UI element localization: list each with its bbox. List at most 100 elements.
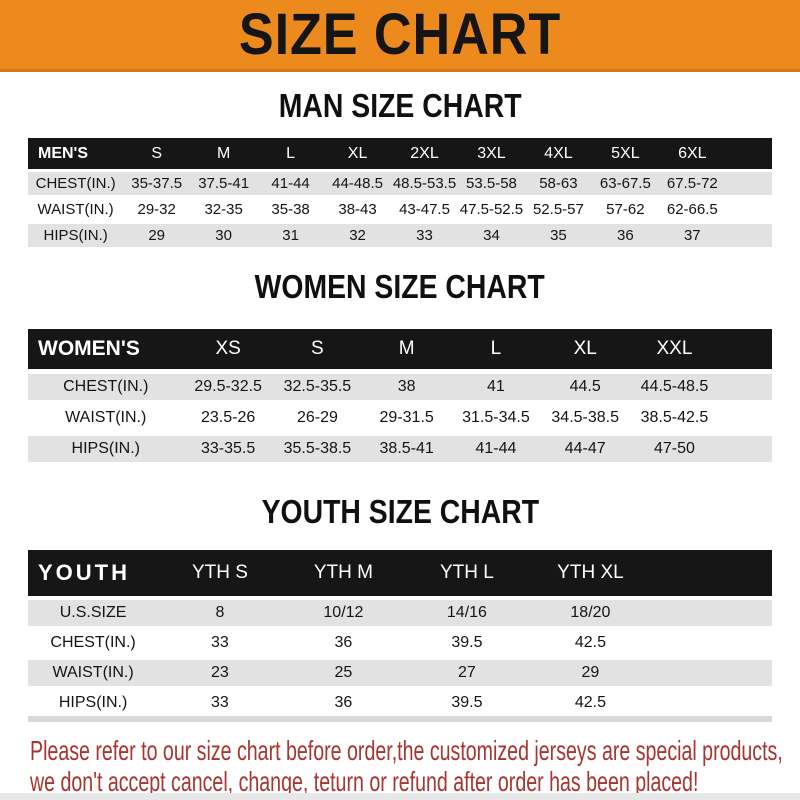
men-table-corner-label: MEN'S — [28, 138, 124, 171]
disclaimer-line-1: Please refer to our size chart before or… — [30, 735, 783, 766]
size-cell: 34.5-38.5 — [540, 400, 630, 434]
header-filler — [725, 138, 772, 171]
size-cell: 47.5-52.5 — [457, 195, 525, 223]
size-cell: 48.5-53.5 — [391, 169, 458, 197]
men-table-header-row: MEN'S S M L XL 2XL 3XL 4XL 5XL 6XL — [28, 138, 772, 171]
column-header: 5XL — [591, 138, 659, 171]
size-cell: 39.5 — [405, 686, 529, 716]
page-title: SIZE CHART — [238, 2, 562, 67]
size-cell: 30 — [190, 221, 258, 247]
table-row: HIPS(IN.) 33 36 39.5 42.5 — [28, 686, 772, 716]
row-filler — [725, 221, 772, 247]
row-filler — [719, 369, 772, 403]
row-label: WAIST(IN.) — [28, 400, 184, 434]
size-cell: 38.5-42.5 — [629, 400, 720, 434]
women-table-corner-label: WOMEN'S — [28, 329, 184, 372]
size-cell: 25 — [281, 656, 406, 688]
size-cell: 52.5-57 — [524, 195, 592, 223]
youth-table-header-row: YOUTH YTH S YTH M YTH L YTH XL — [28, 550, 772, 598]
size-cell: 34 — [457, 221, 525, 247]
size-cell: 32-35 — [190, 195, 258, 223]
size-cell: 63-67.5 — [591, 169, 659, 197]
size-cell: 44.5-48.5 — [629, 369, 720, 403]
size-cell: 10/12 — [281, 596, 406, 628]
row-label: U.S.SIZE — [28, 596, 159, 628]
size-cell: 42.5 — [528, 626, 653, 658]
column-header: XXL — [629, 329, 720, 372]
men-size-table: MEN'S S M L XL 2XL 3XL 4XL 5XL 6XL CHEST(IN.) 35-… — [28, 138, 772, 247]
disclaimer: Please refer to our size chart before or… — [30, 735, 800, 797]
size-cell: 57-62 — [591, 195, 659, 223]
row-label: WAIST(IN.) — [28, 656, 159, 688]
size-cell: 31 — [257, 221, 325, 247]
row-label: HIPS(IN.) — [28, 686, 159, 716]
size-cell: 26-29 — [272, 400, 363, 434]
size-cell: 44-47 — [540, 431, 630, 462]
table-row: U.S.SIZE 8 10/12 14/16 18/20 — [28, 596, 772, 628]
size-cell: 35.5-38.5 — [272, 431, 363, 462]
size-cell: 41-44 — [451, 431, 541, 462]
row-label: CHEST(IN.) — [28, 369, 184, 403]
column-header: 6XL — [658, 138, 726, 171]
size-cell: 35 — [524, 221, 592, 247]
column-header: S — [272, 329, 363, 372]
size-cell: 33 — [391, 221, 458, 247]
bottom-edge-strip — [0, 793, 800, 800]
column-header: XL — [540, 329, 630, 372]
size-cell: 38-43 — [324, 195, 392, 223]
row-filler — [725, 195, 772, 223]
youth-size-table: YOUTH YTH S YTH M YTH L YTH XL U.S.SIZE 8 10/… — [28, 550, 772, 716]
size-cell: 38 — [362, 369, 452, 403]
row-filler — [652, 626, 772, 658]
size-cell: 37.5-41 — [190, 169, 258, 197]
row-filler — [719, 400, 772, 434]
table-row: CHEST(IN.) 35-37.5 37.5-41 41-44 44-48.5 48.5… — [28, 169, 772, 197]
size-cell: 29 — [123, 221, 191, 247]
size-cell: 23.5-26 — [183, 400, 273, 434]
size-cell: 58-63 — [524, 169, 592, 197]
column-header: M — [362, 329, 452, 372]
row-label: HIPS(IN.) — [28, 431, 184, 462]
size-cell: 29 — [528, 656, 653, 688]
size-cell: 23 — [158, 656, 282, 688]
women-size-chart-section: WOMEN SIZE CHART WOMEN'S XS S M L XL XXL CHES… — [0, 269, 800, 462]
row-label: CHEST(IN.) — [28, 626, 159, 658]
man-section-heading: MAN SIZE CHART — [278, 87, 522, 124]
youth-table-bottom-edge — [28, 716, 772, 722]
size-cell: 29-31.5 — [362, 400, 452, 434]
size-cell: 32.5-35.5 — [272, 369, 363, 403]
size-cell: 41-44 — [257, 169, 325, 197]
women-table-header-row: WOMEN'S XS S M L XL XXL — [28, 329, 772, 372]
column-header: YTH XL — [528, 550, 653, 598]
size-cell: 39.5 — [405, 626, 529, 658]
women-section-heading: WOMEN SIZE CHART — [254, 268, 546, 305]
youth-table-corner-label: YOUTH — [28, 550, 159, 598]
row-filler — [725, 169, 772, 197]
column-header: 2XL — [391, 138, 458, 171]
row-filler — [652, 656, 772, 688]
size-cell: 8 — [158, 596, 282, 628]
size-cell: 14/16 — [405, 596, 529, 628]
size-cell: 37 — [658, 221, 726, 247]
column-header: YTH M — [281, 550, 406, 598]
column-header: XS — [183, 329, 273, 372]
column-header: 4XL — [524, 138, 592, 171]
size-cell: 36 — [281, 686, 406, 716]
size-cell: 53.5-58 — [457, 169, 525, 197]
column-header: XL — [324, 138, 392, 171]
table-row: WAIST(IN.) 23.5-26 26-29 29-31.5 31.5-34.5 34… — [28, 400, 772, 434]
column-header: M — [190, 138, 258, 171]
size-cell: 33-35.5 — [183, 431, 273, 462]
size-cell: 31.5-34.5 — [451, 400, 541, 434]
size-cell: 38.5-41 — [362, 431, 452, 462]
size-cell: 42.5 — [528, 686, 653, 716]
row-filler — [652, 686, 772, 716]
column-header: YTH L — [405, 550, 529, 598]
table-row: HIPS(IN.) 29 30 31 32 33 34 35 36 37 — [28, 221, 772, 247]
size-cell: 29.5-32.5 — [183, 369, 273, 403]
column-header: 3XL — [457, 138, 525, 171]
size-cell: 44-48.5 — [324, 169, 392, 197]
size-cell: 33 — [158, 626, 282, 658]
size-cell: 41 — [451, 369, 541, 403]
